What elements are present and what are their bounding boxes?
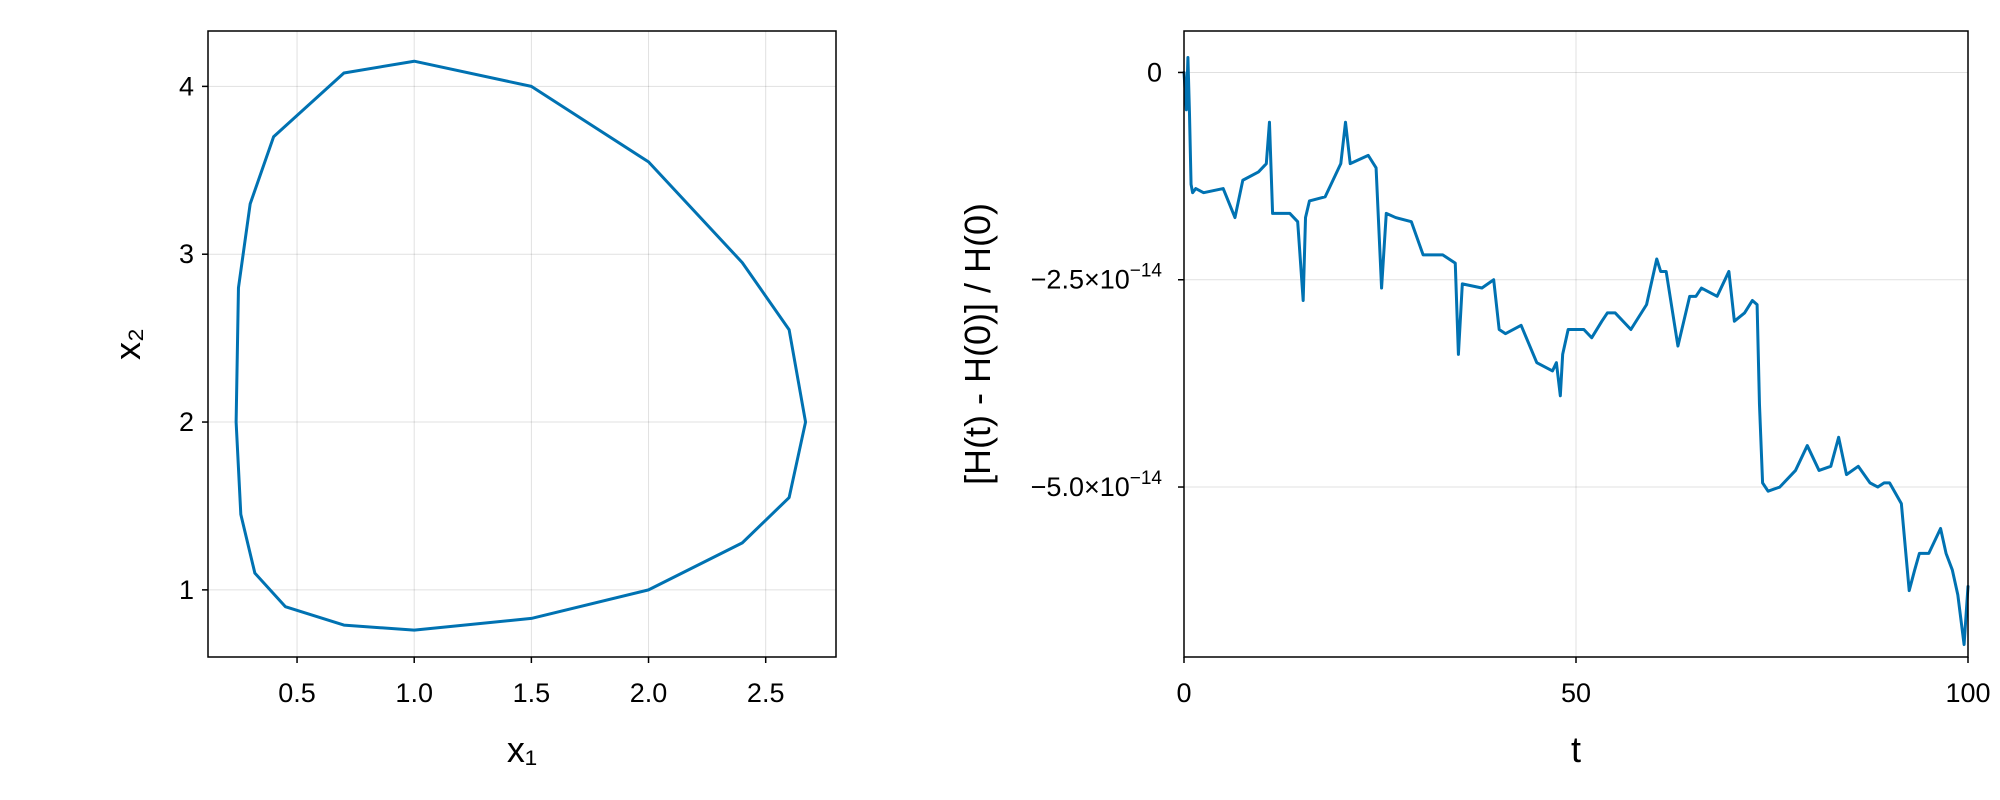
- x-tick-label: 0.5: [278, 678, 316, 708]
- x-tick-label: 0: [1176, 678, 1191, 708]
- x-axis-label: t: [1571, 729, 1581, 770]
- y-tick-label: 3: [179, 239, 194, 269]
- x-tick-label: 100: [1945, 678, 1990, 708]
- x-tick-label: 2.5: [747, 678, 785, 708]
- y-tick-label: −5.0×10−14: [1031, 468, 1163, 502]
- y-axis-label: [H(t) - H(0)] / H(0): [957, 203, 998, 485]
- y-tick-label: −2.5×10−14: [1031, 261, 1163, 295]
- y-tick-label: 4: [179, 71, 194, 101]
- y-tick-label: 1: [179, 575, 194, 605]
- phase-portrait-panel: 0.5 1.0 1.5 2.0 2.5 1 2 3 4 x₁ x₂: [107, 30, 837, 770]
- trajectory-line: [234, 59, 808, 632]
- y-tick-label: 2: [179, 407, 194, 437]
- x-tick-label: 50: [1561, 678, 1591, 708]
- x-axis-label: x₁: [507, 729, 537, 770]
- plot-frame: [207, 30, 837, 658]
- y-tick-label: 0: [1147, 57, 1162, 87]
- x-tick-label: 1.5: [513, 678, 551, 708]
- x-tick-label: 1.0: [395, 678, 433, 708]
- y-axis-label: x₂: [107, 328, 148, 360]
- energy-error-line: [1182, 56, 1970, 647]
- energy-error-panel: 0 50 100 0 −2.5×10−14 −5.0×10−14 t [H(t) - H(0)…: [957, 30, 1991, 770]
- x-tick-label: 2.0: [630, 678, 668, 708]
